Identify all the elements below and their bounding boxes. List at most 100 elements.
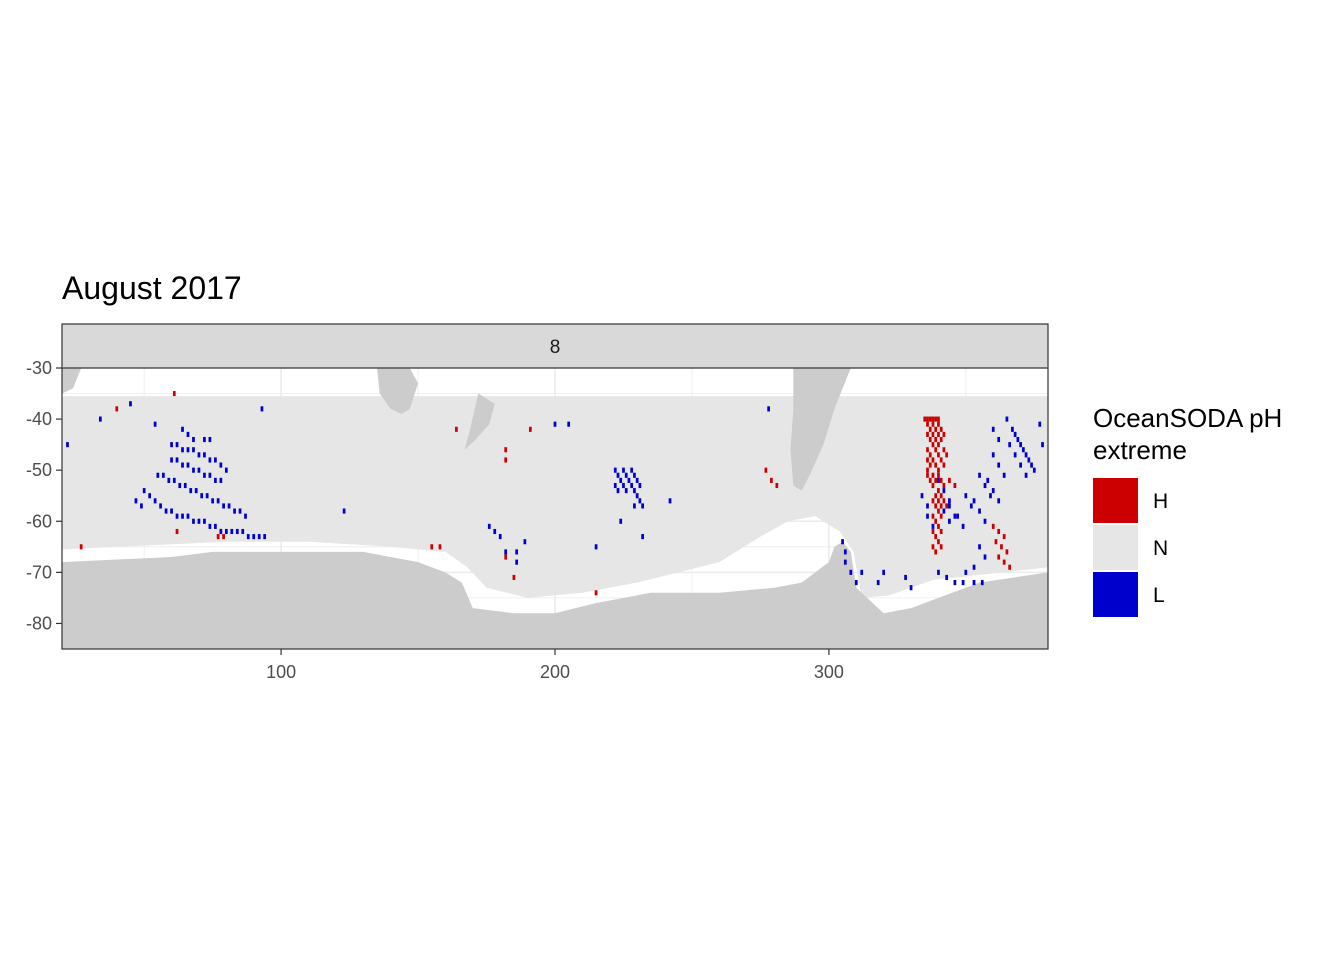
low-extreme-cell — [192, 437, 195, 442]
high-extreme-cell — [997, 529, 1000, 534]
high-extreme-cell — [504, 457, 507, 462]
low-extreme-cell — [129, 401, 132, 406]
low-extreme-cell — [181, 514, 184, 519]
low-extreme-cell — [641, 503, 644, 508]
low-extreme-cell — [165, 509, 168, 514]
high-extreme-cell — [934, 534, 937, 539]
low-extreme-cell — [619, 478, 622, 483]
low-extreme-cell — [203, 452, 206, 457]
low-extreme-cell — [669, 498, 672, 503]
low-extreme-cell — [187, 514, 190, 519]
low-extreme-cell — [99, 417, 102, 422]
low-extreme-cell — [263, 534, 266, 539]
low-extreme-cell — [625, 488, 628, 493]
high-extreme-cell — [80, 544, 83, 549]
low-extreme-cell — [198, 519, 201, 524]
legend-keys: H N L — [1093, 478, 1168, 617]
high-extreme-cell — [1003, 534, 1006, 539]
high-extreme-cell — [513, 575, 516, 580]
low-extreme-cell — [170, 457, 173, 462]
high-extreme-cell — [934, 493, 937, 498]
high-extreme-cell — [932, 422, 935, 427]
low-extreme-cell — [247, 534, 250, 539]
high-extreme-cell — [932, 417, 935, 422]
low-extreme-cell — [181, 463, 184, 468]
high-extreme-cell — [439, 544, 442, 549]
high-extreme-cell — [770, 478, 773, 483]
y-axis: -30 -40 -50 -60 -70 -80 — [26, 358, 62, 633]
low-extreme-cell — [636, 493, 639, 498]
low-extreme-cell — [954, 580, 957, 585]
high-extreme-cell — [940, 478, 943, 483]
low-extreme-cell — [926, 514, 929, 519]
y-tick-label: -80 — [26, 613, 52, 633]
low-extreme-cell — [973, 565, 976, 570]
low-extreme-cell — [135, 498, 138, 503]
low-extreme-cell — [639, 483, 642, 488]
low-extreme-cell — [630, 468, 633, 473]
high-extreme-cell — [937, 432, 940, 437]
low-extreme-cell — [997, 463, 1000, 468]
low-extreme-cell — [937, 478, 940, 483]
high-extreme-cell — [932, 473, 935, 478]
high-extreme-cell — [929, 417, 932, 422]
low-extreme-cell — [970, 503, 973, 508]
low-extreme-cell — [910, 585, 913, 590]
low-extreme-cell — [198, 452, 201, 457]
x-axis: 100 200 300 — [266, 649, 844, 682]
low-extreme-cell — [214, 478, 217, 483]
high-extreme-cell — [943, 498, 946, 503]
legend-key-n — [1093, 525, 1138, 570]
high-extreme-cell — [940, 529, 943, 534]
high-extreme-cell — [940, 514, 943, 519]
high-extreme-cell — [529, 427, 532, 432]
low-extreme-cell — [614, 483, 617, 488]
high-extreme-cell — [926, 422, 929, 427]
low-extreme-cell — [524, 539, 527, 544]
low-extreme-cell — [209, 457, 212, 462]
low-extreme-cell — [973, 580, 976, 585]
low-extreme-cell — [217, 498, 220, 503]
high-extreme-cell — [926, 457, 929, 462]
low-extreme-cell — [595, 544, 598, 549]
high-extreme-cell — [937, 468, 940, 473]
low-extreme-cell — [978, 544, 981, 549]
low-extreme-cell — [860, 570, 863, 575]
low-extreme-cell — [984, 554, 987, 559]
high-extreme-cell — [943, 483, 946, 488]
high-extreme-cell — [940, 503, 943, 508]
high-extreme-cell — [940, 544, 943, 549]
high-extreme-cell — [932, 432, 935, 437]
low-extreme-cell — [986, 478, 989, 483]
low-extreme-cell — [515, 549, 518, 554]
low-extreme-cell — [633, 473, 636, 478]
facet-strip-label: 8 — [550, 337, 561, 358]
high-extreme-cell — [173, 391, 176, 396]
low-extreme-cell — [997, 437, 1000, 442]
low-extreme-cell — [1022, 447, 1025, 452]
high-extreme-cell — [943, 463, 946, 468]
low-extreme-cell — [904, 575, 907, 580]
low-extreme-cell — [241, 529, 244, 534]
low-extreme-cell — [841, 539, 844, 544]
low-extreme-cell — [170, 442, 173, 447]
low-extreme-cell — [181, 447, 184, 452]
low-extreme-cell — [1038, 422, 1041, 427]
high-extreme-cell — [929, 427, 932, 432]
high-extreme-cell — [217, 534, 220, 539]
low-extreme-cell — [189, 488, 192, 493]
low-extreme-cell — [192, 447, 195, 452]
low-extreme-cell — [504, 549, 507, 554]
low-extreme-cell — [855, 580, 858, 585]
high-extreme-cell — [948, 478, 951, 483]
low-extreme-cell — [192, 468, 195, 473]
high-extreme-cell — [929, 452, 932, 457]
y-tick-label: -40 — [26, 409, 52, 429]
low-extreme-cell — [1025, 473, 1028, 478]
low-extreme-cell — [1030, 463, 1033, 468]
legend: OceanSODA pH extreme H N L — [1093, 403, 1282, 617]
low-extreme-cell — [203, 473, 206, 478]
low-extreme-cell — [943, 488, 946, 493]
high-extreme-cell — [430, 544, 433, 549]
